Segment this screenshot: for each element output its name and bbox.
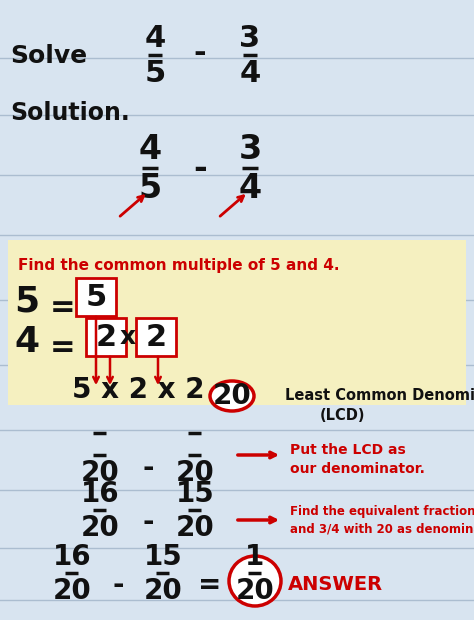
Text: ANSWER: ANSWER bbox=[288, 575, 383, 595]
FancyBboxPatch shape bbox=[86, 318, 126, 356]
Text: 20: 20 bbox=[81, 459, 119, 487]
Text: 5: 5 bbox=[145, 59, 165, 88]
Text: 15: 15 bbox=[144, 543, 182, 571]
Text: -: - bbox=[142, 508, 154, 536]
Text: Find the common multiple of 5 and 4.: Find the common multiple of 5 and 4. bbox=[18, 258, 339, 273]
FancyBboxPatch shape bbox=[76, 278, 116, 316]
Text: Put the LCD as: Put the LCD as bbox=[290, 443, 406, 457]
Text: 5: 5 bbox=[85, 283, 107, 311]
Text: 16: 16 bbox=[53, 543, 91, 571]
Text: 5: 5 bbox=[14, 285, 39, 319]
Text: 20: 20 bbox=[53, 577, 91, 605]
Text: 20: 20 bbox=[176, 514, 214, 542]
Text: 15: 15 bbox=[176, 480, 214, 508]
Text: 4: 4 bbox=[238, 172, 262, 205]
Text: =: = bbox=[198, 571, 222, 599]
Text: 20: 20 bbox=[213, 382, 251, 410]
Text: 4: 4 bbox=[14, 325, 39, 359]
Text: 20: 20 bbox=[236, 577, 274, 605]
Text: 2: 2 bbox=[95, 322, 117, 352]
FancyBboxPatch shape bbox=[136, 318, 176, 356]
Text: Solve: Solve bbox=[10, 44, 87, 68]
Text: -: - bbox=[194, 39, 206, 68]
Text: 16: 16 bbox=[81, 480, 119, 508]
Text: -: - bbox=[193, 152, 207, 185]
Ellipse shape bbox=[210, 381, 254, 411]
Text: 5 x 2 x 2 =: 5 x 2 x 2 = bbox=[72, 376, 237, 404]
Text: 5: 5 bbox=[138, 172, 162, 205]
Ellipse shape bbox=[229, 556, 281, 606]
Text: 3: 3 bbox=[238, 133, 262, 166]
Text: =: = bbox=[50, 333, 76, 362]
Text: Solution.: Solution. bbox=[10, 101, 130, 125]
Text: 4: 4 bbox=[239, 59, 261, 88]
Text: 20: 20 bbox=[81, 514, 119, 542]
Text: -: - bbox=[142, 454, 154, 482]
Text: Find the equivalent fraction of 4/5: Find the equivalent fraction of 4/5 bbox=[290, 505, 474, 518]
Text: and 3/4 with 20 as denominator.: and 3/4 with 20 as denominator. bbox=[290, 522, 474, 535]
Text: (LCD): (LCD) bbox=[320, 408, 365, 423]
Text: 20: 20 bbox=[176, 459, 214, 487]
Text: 4: 4 bbox=[138, 133, 162, 166]
Text: x: x bbox=[120, 325, 136, 349]
Text: -: - bbox=[112, 571, 124, 599]
Text: =: = bbox=[50, 293, 76, 322]
Text: 3: 3 bbox=[239, 24, 261, 53]
Text: 2: 2 bbox=[146, 322, 166, 352]
Text: 1: 1 bbox=[246, 543, 264, 571]
Text: Least Common Denominator: Least Common Denominator bbox=[285, 388, 474, 403]
Text: 4: 4 bbox=[145, 24, 165, 53]
Text: our denominator.: our denominator. bbox=[290, 462, 425, 476]
Text: 20: 20 bbox=[144, 577, 182, 605]
FancyBboxPatch shape bbox=[8, 240, 466, 405]
